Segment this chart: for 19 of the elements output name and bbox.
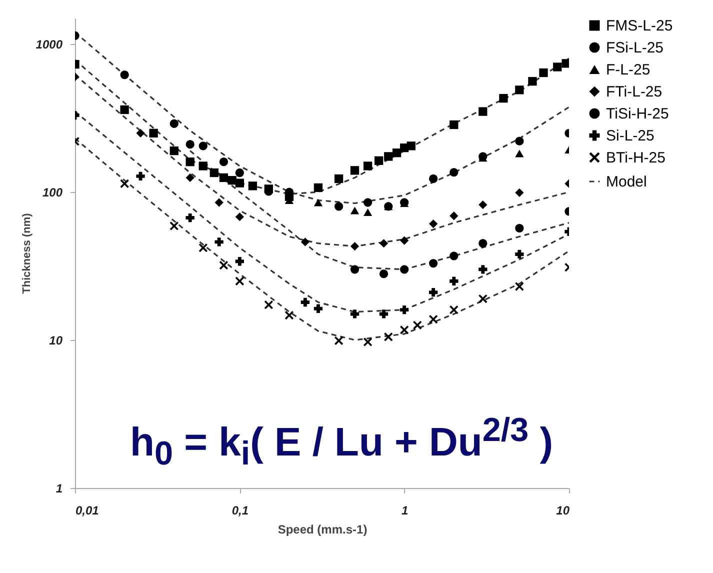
legend-label: F-L-25	[606, 62, 650, 78]
legend-label: TiSi-H-25	[606, 106, 669, 122]
x-tick-label: 0,01	[76, 504, 100, 518]
legend-label: Model	[606, 174, 647, 190]
legend-label: FSi-L-25	[606, 40, 664, 56]
legend-label: FTi-L-25	[606, 84, 662, 100]
x-axis-title: Speed (mm.s-1)	[278, 522, 368, 536]
y-tick-label: 1	[56, 482, 63, 496]
legend-label: BTi-H-25	[606, 150, 666, 166]
y-tick-label: 100	[42, 186, 63, 200]
y-tick-label: 1000	[36, 38, 63, 52]
legend-label: FMS-L-25	[606, 18, 673, 34]
legend-label: Si-L-25	[606, 128, 654, 144]
x-tick-label: 1	[401, 504, 408, 518]
annotation: h$_{0}$ = k$_{i}$( E / Lu + Du$^{2/3}$ )	[130, 412, 554, 474]
x-tick-label: 10	[556, 504, 570, 518]
y-tick-label: 10	[49, 334, 63, 348]
x-tick-label: 0,1	[232, 504, 249, 518]
y-axis-title: Thickness (nm)	[20, 212, 33, 294]
